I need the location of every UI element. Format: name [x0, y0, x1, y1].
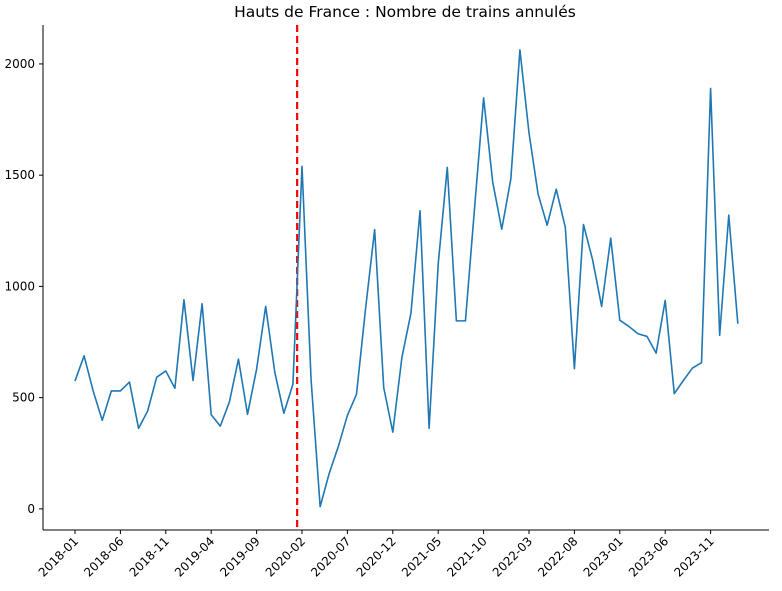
x-tick-label: 2021-10: [444, 534, 489, 579]
x-tick-label: 2018-11: [127, 534, 172, 579]
x-tick-label: 2020-12: [354, 534, 399, 579]
x-tick-label: 2018-01: [36, 534, 81, 579]
y-tick-label: 500: [12, 391, 35, 405]
y-tick-label: 1000: [4, 279, 35, 293]
x-tick-label: 2022-03: [490, 534, 535, 579]
x-tick-label: 2018-06: [81, 534, 126, 579]
x-tick-label: 2023-11: [671, 534, 716, 579]
y-tick-label: 0: [27, 502, 35, 516]
y-tick-label: 2000: [4, 57, 35, 71]
x-tick-label: 2021-05: [399, 534, 444, 579]
y-tick-label: 1500: [4, 168, 35, 182]
chart-title: Hauts de France : Nombre de trains annul…: [234, 3, 576, 21]
x-tick-label: 2020-02: [263, 534, 308, 579]
x-tick-label: 2020-07: [308, 534, 353, 579]
x-tick-label: 2023-01: [581, 534, 626, 579]
series-line: [74, 49, 739, 508]
x-tick-label: 2023-06: [626, 534, 671, 579]
series-layer: [74, 49, 739, 508]
x-tick-label: 2019-09: [217, 534, 262, 579]
x-tick-label: 2022-08: [535, 534, 580, 579]
x-tick-label: 2019-04: [172, 534, 217, 579]
